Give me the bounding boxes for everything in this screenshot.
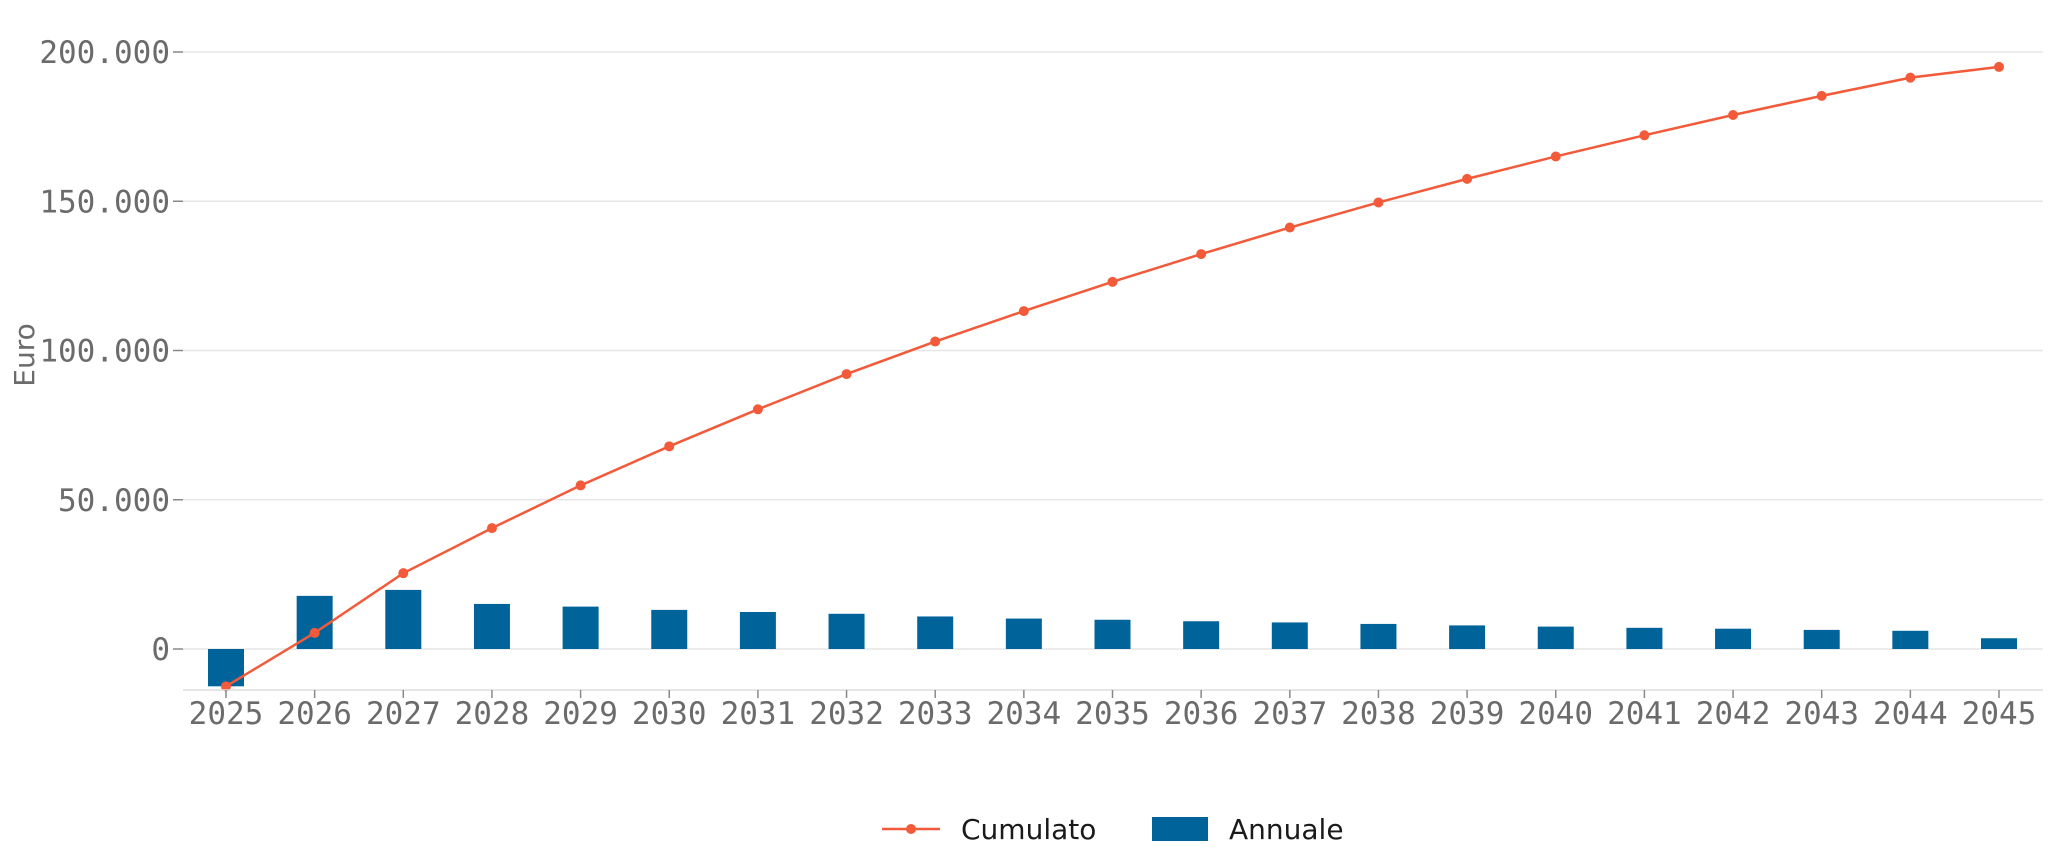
line-point bbox=[398, 568, 409, 579]
bar bbox=[208, 649, 244, 687]
line-point bbox=[1905, 72, 1916, 83]
line-point bbox=[1284, 222, 1295, 233]
bar bbox=[1183, 621, 1220, 649]
line-point bbox=[841, 369, 852, 380]
legend-bar-swatch bbox=[1152, 817, 1208, 841]
x-tick-label: 2028 bbox=[455, 696, 530, 732]
line-point bbox=[1462, 173, 1473, 184]
bar bbox=[1803, 629, 1840, 649]
x-tick-label: 2029 bbox=[543, 696, 618, 732]
y-tick-label: 50.000 bbox=[58, 483, 170, 519]
bar bbox=[385, 589, 422, 649]
bar bbox=[917, 616, 954, 649]
x-tick-label: 2045 bbox=[1962, 696, 2037, 732]
line-point bbox=[930, 336, 941, 347]
bar bbox=[1981, 638, 2017, 649]
line-point bbox=[752, 404, 763, 415]
y-tick-label: 100.000 bbox=[39, 334, 170, 370]
x-tick-label: 2025 bbox=[189, 696, 264, 732]
y-tick-label: 0 bbox=[151, 632, 170, 668]
gridlines bbox=[183, 51, 2043, 650]
x-tick-label: 2038 bbox=[1341, 696, 1416, 732]
y-tick-label: 150.000 bbox=[39, 184, 170, 220]
bar bbox=[1715, 628, 1752, 649]
x-tick-label: 2039 bbox=[1430, 696, 1505, 732]
bar bbox=[1537, 626, 1574, 649]
bar bbox=[1626, 627, 1663, 649]
line-point bbox=[664, 441, 675, 452]
x-tick-label: 2040 bbox=[1518, 696, 1593, 732]
line-point bbox=[1107, 276, 1118, 287]
line-point bbox=[1639, 130, 1650, 141]
line-point bbox=[1728, 109, 1739, 120]
bar bbox=[1094, 619, 1131, 649]
x-tick-label: 2036 bbox=[1164, 696, 1239, 732]
line-point bbox=[486, 523, 497, 534]
x-tick-label: 2043 bbox=[1784, 696, 1859, 732]
line-point bbox=[1018, 306, 1029, 317]
bar bbox=[1005, 618, 1042, 649]
line-point bbox=[575, 480, 586, 491]
x-tick-label: 2035 bbox=[1075, 696, 1150, 732]
bar bbox=[562, 606, 599, 649]
bar-series bbox=[208, 589, 2017, 687]
bar bbox=[1271, 622, 1308, 649]
x-tick-label: 2044 bbox=[1873, 696, 1948, 732]
y-axis: 0 50.000 100.000 150.000 200.000 bbox=[39, 35, 183, 668]
x-tick-label: 2026 bbox=[277, 696, 352, 732]
series-line bbox=[225, 65, 2000, 688]
line-point bbox=[1816, 90, 1827, 101]
y-tick-label: 200.000 bbox=[39, 35, 170, 71]
line-series bbox=[221, 61, 2004, 692]
legend-label-annuale: Annuale bbox=[1229, 813, 1344, 846]
x-tick-label: 2034 bbox=[987, 696, 1062, 732]
bar bbox=[1892, 630, 1929, 649]
x-axis: 2025 2026 2027 2028 2029 2030 2031 2032 2033 2034… bbox=[183, 689, 2043, 732]
bar bbox=[651, 609, 688, 649]
bar bbox=[1360, 623, 1397, 649]
line-point bbox=[1994, 61, 2004, 72]
line-point bbox=[309, 627, 320, 638]
bar bbox=[739, 611, 776, 649]
legend-label-cumulato: Cumulato bbox=[961, 813, 1096, 846]
x-tick-label: 2042 bbox=[1696, 696, 1771, 732]
x-tick-label: 2032 bbox=[809, 696, 884, 732]
x-tick-label: 2027 bbox=[366, 696, 441, 732]
x-tick-label: 2031 bbox=[721, 696, 796, 732]
line-point bbox=[1196, 249, 1207, 260]
x-tick-label: 2037 bbox=[1252, 696, 1327, 732]
line-point bbox=[1550, 151, 1561, 162]
legend: Cumulato Annuale bbox=[882, 813, 1344, 846]
line-point bbox=[221, 681, 231, 692]
line-point bbox=[1373, 197, 1384, 208]
y-axis-title: Euro bbox=[8, 323, 41, 386]
bar bbox=[828, 613, 865, 649]
bar bbox=[1449, 625, 1486, 649]
x-tick-label: 2033 bbox=[898, 696, 973, 732]
x-tick-label: 2041 bbox=[1607, 696, 1682, 732]
bar bbox=[473, 603, 510, 649]
legend-line-marker bbox=[906, 824, 916, 834]
x-tick-label: 2030 bbox=[632, 696, 707, 732]
